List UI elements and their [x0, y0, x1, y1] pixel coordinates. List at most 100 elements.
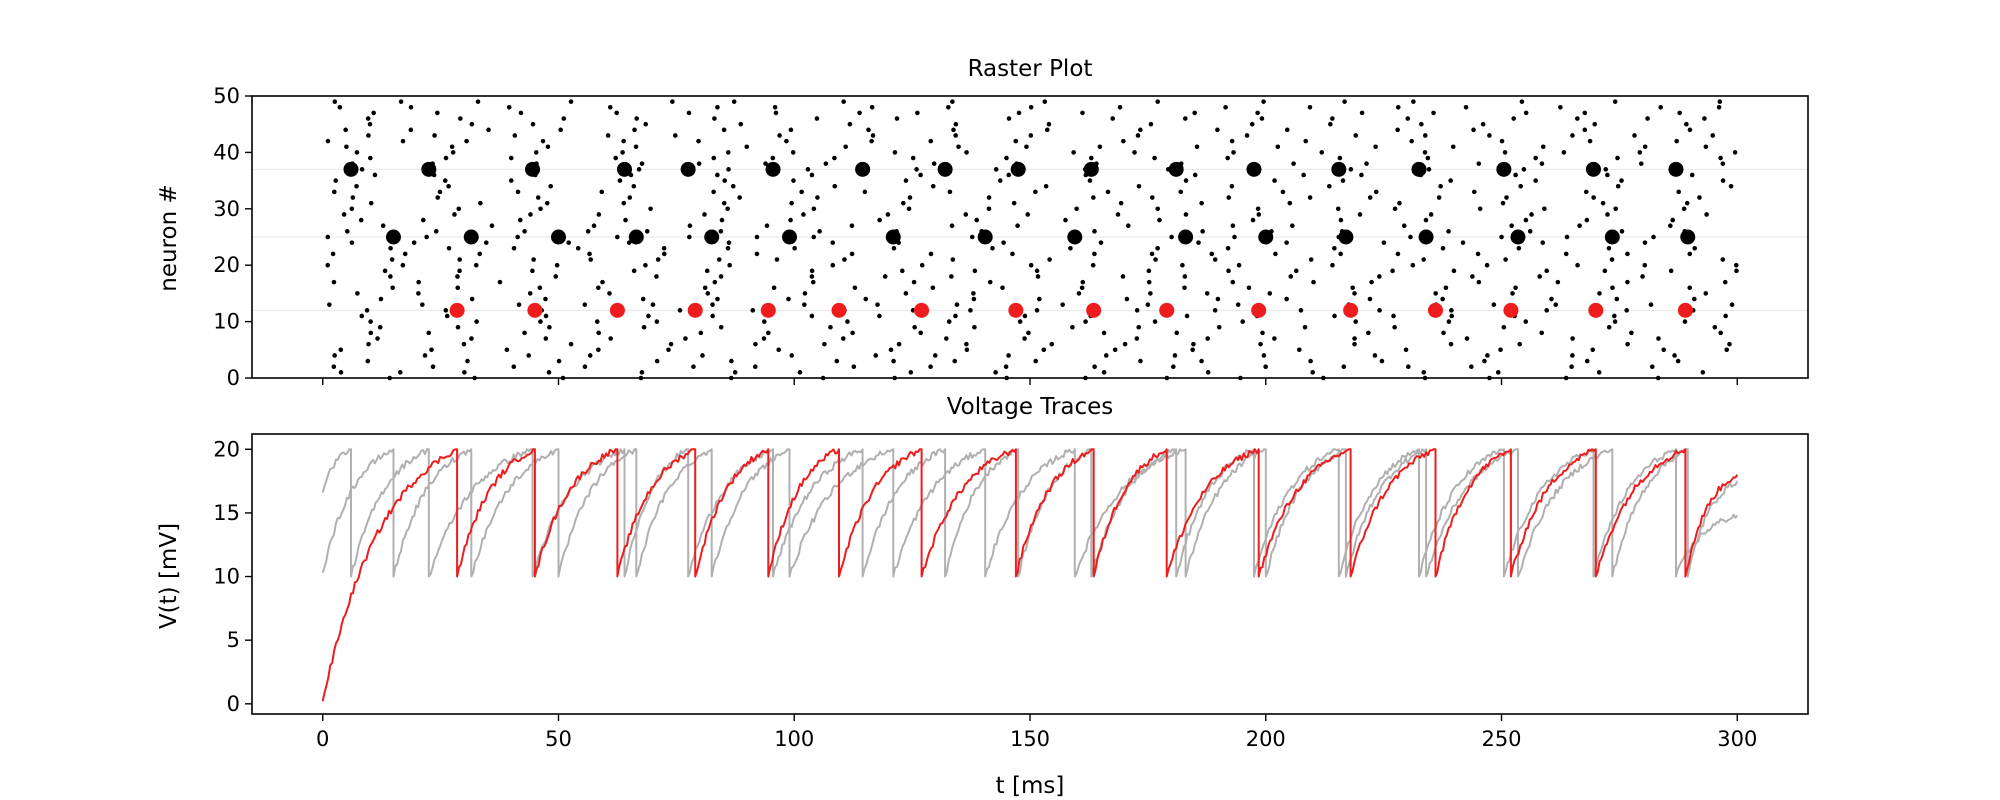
raster-spike-dot-71	[873, 353, 879, 358]
raster-spike-dot-460	[591, 223, 597, 229]
raster-spike-dot-693	[1097, 144, 1103, 150]
raster-spike-dot-22	[797, 370, 803, 375]
raster-spike-dot-540	[535, 195, 541, 200]
raster-spike-dot-796	[1359, 110, 1365, 116]
raster-spike-dot-139	[1026, 330, 1031, 336]
raster-spike-dot-161	[1501, 324, 1507, 330]
raster-spike-dot-541	[627, 195, 633, 200]
raster-spike-dot-52	[654, 358, 660, 364]
raster-spike-dot-462	[764, 223, 770, 229]
raster-spike-dot-561	[862, 189, 868, 195]
raster-spike-dot-294	[1080, 279, 1086, 285]
raster-spike-dot-42	[1171, 364, 1176, 370]
raster-spike-dot-805	[715, 104, 720, 110]
raster-spike-dot-469	[1401, 223, 1407, 229]
raster-spike-dot-361	[774, 257, 780, 262]
raster-spike-dot-487	[1584, 217, 1590, 223]
raster-spike-dot-497	[1025, 212, 1031, 217]
raster-spike-dot-31	[1700, 370, 1706, 375]
raster-spike-dot-521	[1613, 206, 1619, 212]
raster-spike-dot-166	[538, 319, 543, 324]
raster-spike-dot-608	[918, 172, 923, 178]
raster-highlight-spike-n12-14	[1588, 302, 1604, 318]
raster-spike-dot-107	[1122, 341, 1128, 347]
raster-spike-dot-786	[518, 110, 524, 116]
raster-highlight-spike-n25-0	[385, 229, 401, 245]
raster-spike-dot-325	[900, 268, 905, 274]
raster-spike-dot-494	[801, 212, 806, 217]
raster-spike-dot-334	[1602, 268, 1608, 274]
raster-spike-dot-472	[1668, 223, 1673, 229]
raster-spike-dot-690	[843, 144, 848, 150]
raster-highlight-spike-n37-5	[765, 161, 781, 177]
raster-spike-dot-115	[375, 336, 380, 341]
raster-spike-dot-779	[1405, 116, 1411, 121]
raster-spike-dot-127	[1352, 336, 1357, 341]
raster-highlight-spike-n25-3	[628, 229, 644, 245]
raster-spike-dot-703	[464, 138, 469, 144]
raster-spike-dot-389	[1625, 251, 1630, 257]
raster-spike-dot-323	[704, 268, 710, 274]
raster-spike-dot-678	[1231, 150, 1236, 155]
raster-spike-dot-106	[1049, 341, 1055, 347]
raster-spike-dot-222	[710, 302, 715, 307]
raster-spike-dot-783	[1702, 116, 1707, 121]
raster-spike-dot-613	[1359, 172, 1364, 178]
raster-spike-dot-798	[1523, 110, 1529, 116]
raster-spike-dot-555	[332, 189, 337, 195]
raster-highlight-spike-n25-12	[1418, 229, 1434, 245]
raster-spike-dot-814	[1463, 104, 1469, 110]
raster-spike-dot-176	[1353, 319, 1359, 324]
raster-spike-dot-171	[946, 319, 952, 324]
raster-spike-dot-207	[968, 308, 973, 313]
raster-spike-dot-234	[1729, 302, 1735, 307]
raster-spike-dot-324	[809, 268, 815, 274]
raster-spike-dot-151	[641, 324, 647, 330]
raster-spike-dot-682	[1561, 150, 1567, 155]
raster-spike-dot-16	[338, 370, 344, 375]
raster-spike-dot-513	[986, 206, 992, 212]
raster-spike-dot-454	[1446, 229, 1451, 234]
raster-spike-dot-357	[531, 257, 536, 262]
raster-spike-dot-539	[435, 195, 441, 200]
raster-spike-dot-571	[354, 183, 359, 189]
raster-spike-dot-99	[461, 341, 467, 347]
raster-spike-dot-675	[964, 150, 969, 155]
raster-spike-dot-305	[553, 274, 559, 279]
raster-spike-dot-797	[1431, 110, 1436, 116]
raster-spike-dot-46	[1469, 364, 1474, 370]
raster-spike-dot-516	[1255, 206, 1261, 212]
raster-spike-dot-476	[623, 217, 628, 223]
raster-spike-dot-548	[1226, 195, 1232, 200]
raster-spike-dot-680	[1422, 150, 1428, 155]
raster-spike-dot-271	[537, 285, 543, 291]
raster-spike-dot-420	[1381, 240, 1387, 245]
raster-spike-dot-587	[442, 178, 448, 183]
raster-spike-dot-705	[621, 138, 626, 144]
raster-spike-dot-313	[1182, 274, 1188, 279]
raster-spike-dot-233	[1648, 302, 1654, 307]
raster-spike-dot-243	[1037, 296, 1042, 302]
raster-spike-dot-568	[1471, 189, 1477, 195]
raster-spike-dot-100	[568, 341, 574, 347]
raster-highlight-spike-n12-5	[831, 302, 847, 318]
raster-spike-dot-641	[931, 161, 937, 166]
raster-spike-dot-302	[1722, 279, 1728, 285]
raster-highlight-spike-n37-0	[343, 161, 359, 177]
raster-spike-dot-156	[1070, 324, 1075, 330]
raster-spike-dot-477	[719, 217, 725, 223]
raster-spike-dot-54	[834, 358, 840, 364]
raster-spike-dot-491	[528, 212, 533, 217]
voltage-xtick-label-150: 150	[1010, 727, 1050, 751]
raster-spike-dot-159	[1302, 324, 1308, 330]
raster-spike-dot-174	[1152, 319, 1158, 324]
raster-spike-dot-393	[511, 245, 517, 251]
raster-spike-dot-121	[840, 336, 846, 341]
raster-spike-dot-724	[870, 133, 876, 138]
raster-spike-dot-509	[648, 206, 653, 212]
raster-spike-dot-748	[1395, 127, 1400, 133]
raster-spike-dot-187	[877, 313, 882, 319]
raster-spike-dot-55	[891, 358, 896, 364]
raster-spike-dot-710	[1013, 138, 1019, 144]
raster-spike-dot-467	[1230, 223, 1236, 229]
